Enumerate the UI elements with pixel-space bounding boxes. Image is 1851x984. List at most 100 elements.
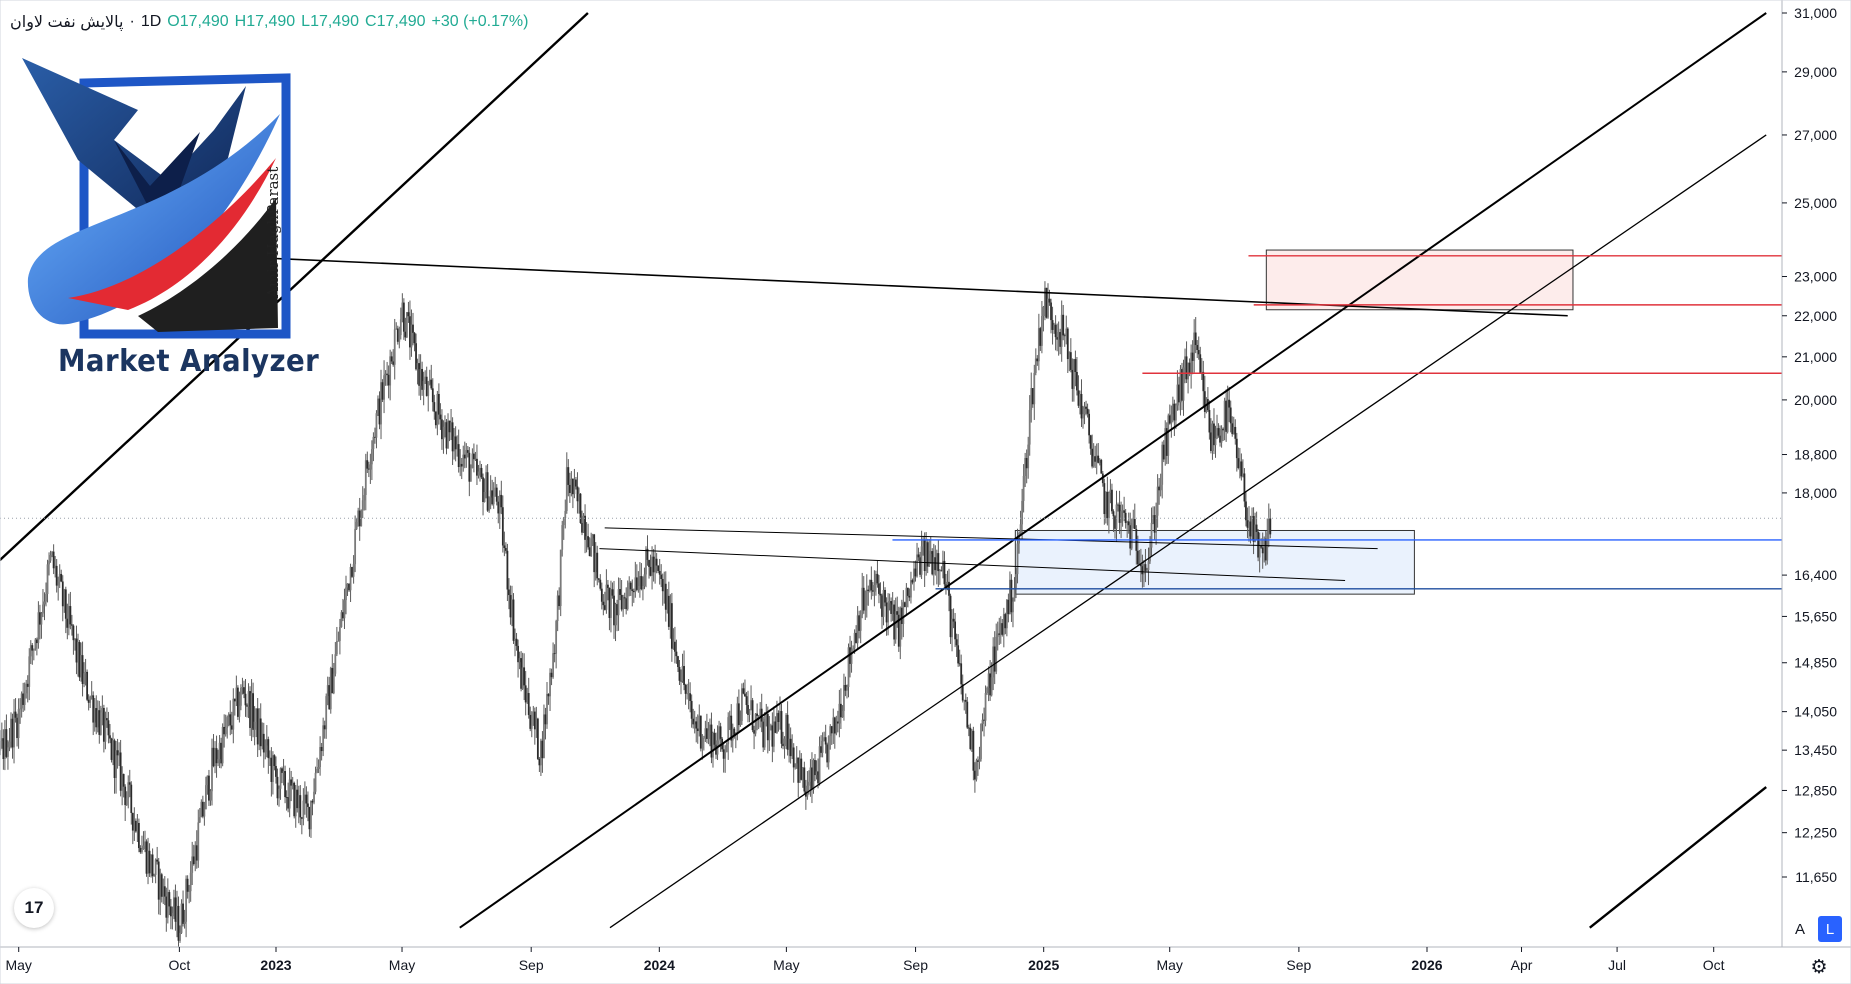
candle-body	[357, 510, 360, 522]
range-line-lower[interactable]	[599, 548, 1346, 581]
candle-body	[147, 850, 149, 874]
candle-body	[320, 746, 323, 752]
candle-body	[113, 740, 116, 778]
candle-body	[1085, 406, 1087, 409]
candle-body	[1098, 459, 1101, 463]
gear-icon[interactable]: ⚙	[1810, 956, 1828, 978]
candle-body	[194, 845, 197, 865]
descending-resistance[interactable]	[252, 256, 1568, 317]
candle-body	[381, 382, 384, 400]
candle-body	[1028, 410, 1031, 445]
long-trendline-upper[interactable]	[459, 12, 1767, 929]
log-scale-button[interactable]: L	[1818, 916, 1842, 942]
candle-body	[13, 711, 15, 748]
candle-body	[165, 896, 168, 918]
candle-body	[223, 726, 226, 735]
resistance-zone[interactable]	[1265, 249, 1574, 311]
candle-body	[943, 560, 946, 585]
candle-body	[800, 758, 803, 780]
time-tick-label: Sep	[1286, 957, 1311, 973]
candle-body	[119, 752, 122, 791]
candle-body	[183, 921, 186, 924]
channel-lower-right[interactable]	[1589, 786, 1767, 929]
legend-interval[interactable]: 1D	[140, 13, 162, 30]
candle-body	[538, 758, 541, 766]
long-trendline-lower[interactable]	[609, 134, 1767, 929]
candle-body	[235, 687, 238, 702]
candle-body	[870, 579, 873, 591]
candle-body	[1203, 391, 1206, 412]
candle-body	[856, 615, 859, 644]
candle-body	[704, 728, 707, 739]
candle-body	[501, 507, 504, 546]
candle-body	[667, 595, 670, 627]
candle-body	[646, 548, 649, 560]
candle-body	[128, 782, 131, 785]
candle-body	[1193, 332, 1196, 361]
candle-body	[99, 712, 102, 735]
candle-body	[150, 854, 152, 874]
candle-body	[203, 809, 206, 817]
candle-body	[864, 605, 867, 611]
candle-body	[188, 891, 191, 892]
candle-body	[576, 486, 579, 502]
candle-body	[436, 393, 439, 426]
time-tick-label: Sep	[903, 957, 928, 973]
legend-symbol[interactable]: پالایش نفت لاوان	[10, 14, 124, 31]
candle-body	[555, 621, 558, 654]
candle-body	[788, 738, 791, 750]
candle-body	[1080, 393, 1083, 419]
candle-body	[1129, 525, 1132, 549]
candle-body	[459, 463, 462, 467]
candle-body	[1068, 352, 1071, 360]
candle-body	[890, 601, 893, 614]
time-tick-label: Sep	[519, 957, 544, 973]
candle-body	[587, 536, 590, 548]
candle-body	[61, 581, 64, 607]
candle-body	[963, 699, 966, 701]
candle-body	[1060, 314, 1063, 347]
candle-body	[681, 666, 684, 682]
candle-body	[110, 738, 113, 760]
tradingview-logo[interactable]: 17	[14, 888, 54, 928]
candle-body	[64, 589, 67, 619]
price-tick-label: 23,000	[1794, 269, 1837, 285]
candle-body	[1167, 415, 1170, 456]
candle-body	[49, 555, 52, 561]
candle-body	[916, 554, 918, 577]
candle-body	[441, 419, 443, 440]
candle-body	[812, 760, 815, 790]
candle-body	[823, 737, 826, 741]
candle-body	[305, 794, 308, 804]
candle-body	[229, 714, 232, 726]
candle-body	[989, 673, 992, 696]
candle-body	[72, 625, 75, 641]
candle-body	[937, 553, 940, 572]
candle-body	[444, 422, 446, 427]
candle-body	[1065, 328, 1068, 336]
candle-body	[521, 667, 524, 689]
candle-body	[349, 567, 352, 591]
candle-body	[518, 658, 521, 663]
candle-body	[115, 750, 117, 778]
candle-body	[599, 579, 602, 589]
range-line-upper[interactable]	[604, 527, 1378, 550]
candle-body	[1092, 456, 1095, 467]
candle-body	[617, 589, 620, 616]
candle-body	[836, 721, 839, 724]
candle-body	[1106, 491, 1109, 519]
candle-body	[594, 552, 597, 573]
candle-body	[881, 595, 883, 617]
candle-body	[374, 436, 376, 438]
candle-body	[637, 586, 640, 590]
auto-scale-button[interactable]: A	[1788, 916, 1812, 942]
candle-body	[878, 583, 880, 594]
candle-body	[675, 651, 678, 657]
candle-body	[302, 800, 305, 819]
candle-body	[90, 695, 93, 697]
price-tick-label: 12,250	[1794, 825, 1837, 841]
candle-body	[107, 720, 110, 736]
candle-body	[672, 641, 675, 649]
candle-body	[1089, 435, 1092, 449]
